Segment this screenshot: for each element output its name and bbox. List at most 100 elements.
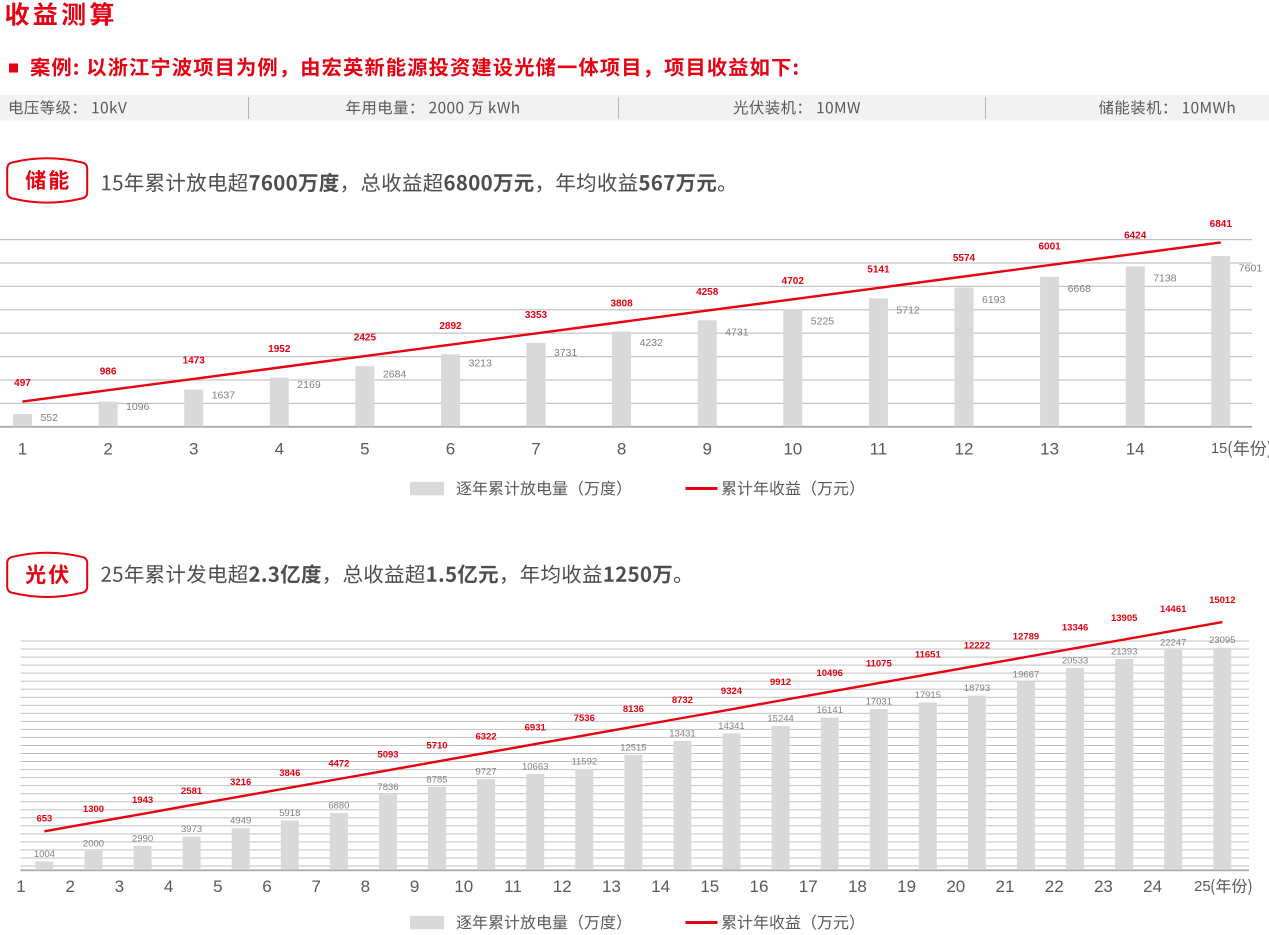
svg-text:13431: 13431 [669,728,695,739]
svg-text:15012: 15012 [1209,595,1235,606]
svg-text:12789: 12789 [1013,631,1039,642]
svg-text:8136: 8136 [623,704,644,715]
svg-text:15: 15 [700,877,719,896]
svg-text:3846: 3846 [279,768,300,779]
svg-text:18793: 18793 [964,683,990,694]
svg-text:4702: 4702 [782,276,805,287]
svg-text:1: 1 [18,440,27,459]
svg-text:2684: 2684 [383,368,407,380]
svg-text:1943: 1943 [132,795,153,806]
svg-text:14: 14 [651,877,670,896]
svg-text:6880: 6880 [328,801,349,812]
svg-text:4: 4 [275,440,284,459]
svg-text:1473: 1473 [183,355,206,366]
svg-text:3353: 3353 [525,310,548,321]
svg-text:22: 22 [1045,877,1064,896]
svg-text:9912: 9912 [770,677,791,688]
svg-text:19667: 19667 [1013,669,1039,680]
svg-text:5710: 5710 [426,741,447,752]
svg-text:7138: 7138 [1153,273,1177,285]
svg-text:2000: 2000 [83,838,104,849]
svg-text:3216: 3216 [230,777,251,788]
svg-text:4258: 4258 [696,287,719,298]
svg-text:2425: 2425 [354,333,377,344]
svg-text:14: 14 [1126,440,1145,459]
svg-text:5: 5 [360,440,369,459]
svg-text:5141: 5141 [867,264,890,275]
svg-text:5574: 5574 [953,253,976,264]
svg-text:3213: 3213 [469,358,493,370]
svg-text:6: 6 [446,440,455,459]
svg-text:21: 21 [996,877,1015,896]
svg-text:14461: 14461 [1160,604,1187,615]
svg-text:17915: 17915 [915,690,941,701]
svg-text:5093: 5093 [377,750,398,761]
svg-text:18: 18 [848,877,867,896]
svg-text:4472: 4472 [328,759,349,770]
svg-text:2: 2 [65,877,74,896]
svg-text:11: 11 [504,877,522,896]
svg-text:9: 9 [410,877,419,896]
svg-text:12: 12 [553,877,572,896]
svg-text:1: 1 [16,877,25,896]
svg-text:17: 17 [799,877,818,896]
svg-text:9324: 9324 [721,686,743,697]
svg-text:6841: 6841 [1210,219,1233,230]
svg-text:1637: 1637 [212,390,236,402]
svg-text:8732: 8732 [672,695,693,706]
svg-text:6: 6 [262,877,271,896]
svg-text:13: 13 [1040,440,1059,459]
svg-text:4232: 4232 [640,337,664,349]
svg-text:11: 11 [870,440,888,459]
svg-text:22247: 22247 [1160,637,1186,648]
svg-text:2990: 2990 [132,834,153,845]
svg-text:2169: 2169 [297,379,321,391]
svg-text:3808: 3808 [610,299,633,310]
svg-text:8785: 8785 [426,774,447,785]
svg-text:7: 7 [311,877,320,896]
svg-text:6322: 6322 [476,731,497,742]
svg-text:6193: 6193 [982,294,1006,306]
svg-text:3731: 3731 [554,347,578,359]
svg-text:3973: 3973 [181,824,202,835]
svg-text:2581: 2581 [181,786,203,797]
svg-text:3: 3 [189,440,198,459]
svg-text:11651: 11651 [915,650,942,661]
svg-text:15: 15 [1211,441,1227,457]
svg-text:10: 10 [783,440,802,459]
svg-text:20: 20 [946,877,965,896]
svg-text:13905: 13905 [1111,613,1138,624]
svg-text:4: 4 [164,877,173,896]
svg-text:7601: 7601 [1239,262,1263,274]
svg-text:1952: 1952 [268,344,291,355]
svg-text:15244: 15244 [767,714,793,725]
svg-text:23: 23 [1094,877,1113,896]
svg-text:1004: 1004 [34,849,55,860]
svg-text:24: 24 [1143,877,1162,896]
svg-text:552: 552 [41,412,59,424]
svg-text:2: 2 [103,440,112,459]
svg-text:25: 25 [1194,878,1211,895]
svg-text:8: 8 [361,877,370,896]
svg-text:11075: 11075 [866,659,893,670]
svg-text:5225: 5225 [811,316,835,328]
svg-text:4949: 4949 [230,816,251,827]
svg-text:6931: 6931 [525,722,547,733]
svg-text:10663: 10663 [522,762,548,773]
svg-text:4731: 4731 [725,327,749,339]
svg-text:16141: 16141 [816,705,842,716]
svg-text:13: 13 [602,877,621,896]
svg-text:9727: 9727 [476,767,497,778]
svg-text:2892: 2892 [439,321,462,332]
svg-text:1300: 1300 [83,804,104,815]
svg-text:9: 9 [702,440,711,459]
svg-text:11592: 11592 [571,756,597,767]
svg-text:20533: 20533 [1062,656,1088,667]
svg-text:5: 5 [213,877,222,896]
svg-text:23095: 23095 [1209,635,1235,646]
svg-text:14341: 14341 [718,721,744,732]
svg-text:10: 10 [454,877,473,896]
svg-text:1096: 1096 [126,401,150,413]
svg-text:653: 653 [36,813,52,824]
svg-text:12515: 12515 [620,742,646,753]
